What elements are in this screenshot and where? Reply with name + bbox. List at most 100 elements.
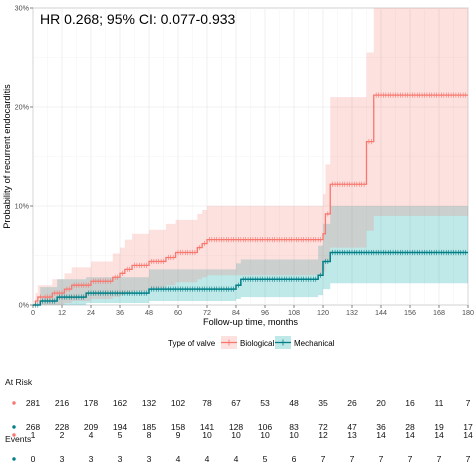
- table-cell: 7: [379, 454, 384, 464]
- legend-key-biological: [221, 336, 237, 349]
- at-risk-table: 281 216 178 162 132 102 78 67 53 48 35 26 20 16 11 7 268…: [12, 398, 473, 432]
- x-tick-label: 0: [31, 308, 35, 317]
- censor-marks: [35, 92, 466, 308]
- table-cell: 0: [31, 454, 36, 464]
- x-tick-label: 132: [346, 308, 358, 317]
- table-cell: 281: [26, 398, 41, 408]
- table-cell: 3: [147, 454, 152, 464]
- y-tick-label: 30%: [15, 4, 30, 13]
- table-cell: 9: [176, 430, 181, 440]
- table-cell: 128: [229, 422, 244, 432]
- line-mechanical: [33, 251, 468, 306]
- table-cell: 7: [321, 454, 326, 464]
- table-cell: 53: [260, 398, 270, 408]
- table-cell: 209: [84, 422, 99, 432]
- table-cell: 4: [234, 454, 239, 464]
- hazard-ratio-annotation: HR 0.268; 95% CI: 0.077-0.933: [40, 11, 236, 27]
- table-cell: 7: [408, 454, 413, 464]
- table-cell: 162: [113, 398, 128, 408]
- x-tick-label: 180: [462, 308, 474, 317]
- x-tick-label: 144: [375, 308, 387, 317]
- table-cell: 7: [437, 454, 442, 464]
- legend-title: Type of valve: [168, 339, 216, 348]
- events-table: 1 2 4 5 8 9 10 10 10 10 12 13 14 14 14 140 3 3 3 3 4 4 4 5 6 7 7 7 7…: [12, 430, 473, 464]
- table-cell: 7: [350, 454, 355, 464]
- table-cell: 185: [142, 422, 157, 432]
- table-cell: 2: [60, 430, 65, 440]
- x-tick-label: 156: [404, 308, 416, 317]
- legend-label-mechanical: Mechanical: [294, 339, 335, 348]
- table-cell: 26: [347, 398, 357, 408]
- table-cell: 8: [147, 430, 152, 440]
- table-cell: 132: [142, 398, 157, 408]
- table-cell: 36: [376, 422, 386, 432]
- table-cell: 10: [260, 430, 270, 440]
- series-lines: [33, 94, 468, 306]
- table-cell: 158: [171, 422, 186, 432]
- table-cell: 106: [258, 422, 273, 432]
- x-axis-title: Follow-up time, months: [203, 317, 298, 327]
- y-tick-label: 10%: [15, 202, 30, 211]
- x-tick-label: 108: [288, 308, 300, 317]
- group-marker: [12, 457, 16, 461]
- table-cell: 194: [113, 422, 128, 432]
- table-cell: 11: [435, 398, 444, 408]
- x-tick-label: 36: [116, 308, 124, 317]
- table-cell: 16: [405, 398, 415, 408]
- table-cell: 10: [231, 430, 241, 440]
- table-cell: 4: [176, 454, 181, 464]
- table-cell: 7: [466, 398, 471, 408]
- table-cell: 78: [202, 398, 212, 408]
- table-cell: 13: [347, 430, 357, 440]
- table-cell: 14: [434, 430, 444, 440]
- at-risk-title: At Risk: [5, 377, 33, 387]
- table-cell: 35: [318, 398, 328, 408]
- y-axis-title: Probability of recurrent endocarditis: [2, 84, 12, 229]
- table-cell: 141: [200, 422, 215, 432]
- table-cell: 3: [118, 454, 123, 464]
- table-cell: 3: [60, 454, 65, 464]
- table-cell: 14: [376, 430, 386, 440]
- x-tick-label: 120: [317, 308, 329, 317]
- grid-lines: [32, 7, 469, 306]
- table-cell: 19: [434, 422, 444, 432]
- table-cell: 268: [26, 422, 41, 432]
- table-cell: 67: [231, 398, 241, 408]
- events-title: Events: [5, 434, 31, 444]
- confidence-bands: [33, 8, 468, 305]
- table-cell: 48: [289, 398, 299, 408]
- table-cell: 47: [347, 422, 357, 432]
- table-cell: 12: [318, 430, 328, 440]
- table-cell: 6: [292, 454, 297, 464]
- line-biological: [33, 94, 468, 306]
- group-marker: [12, 401, 16, 405]
- group-marker: [12, 425, 16, 429]
- table-cell: 14: [463, 430, 473, 440]
- table-cell: 83: [289, 422, 299, 432]
- ci-band-mechanical: [33, 206, 468, 305]
- table-cell: 5: [118, 430, 123, 440]
- x-tick-label: 12: [58, 308, 66, 317]
- axes: 0% 10% 20% 30% 0 12 24 36 48 60 72 84 96 108 120 132 144…: [15, 4, 474, 318]
- legend-key-mechanical: [275, 336, 291, 349]
- x-tick-label: 48: [145, 308, 153, 317]
- x-tick-label: 24: [87, 308, 95, 317]
- table-cell: 20: [376, 398, 386, 408]
- table-cell: 10: [202, 430, 212, 440]
- table-cell: 7: [466, 454, 471, 464]
- x-tick-label: 72: [203, 308, 211, 317]
- ci-band-biological: [33, 8, 468, 305]
- table-cell: 102: [171, 398, 186, 408]
- table-cell: 14: [405, 430, 415, 440]
- table-cell: 5: [263, 454, 268, 464]
- table-cell: 1: [31, 430, 36, 440]
- table-cell: 17: [463, 422, 473, 432]
- table-cell: 228: [55, 422, 70, 432]
- legend-label-biological: Biological: [240, 339, 274, 348]
- table-cell: 4: [205, 454, 210, 464]
- legend: Type of valve Biological Mechanical: [168, 336, 335, 349]
- table-cell: 3: [89, 454, 94, 464]
- x-tick-label: 84: [232, 308, 240, 317]
- group-marker: [12, 433, 16, 437]
